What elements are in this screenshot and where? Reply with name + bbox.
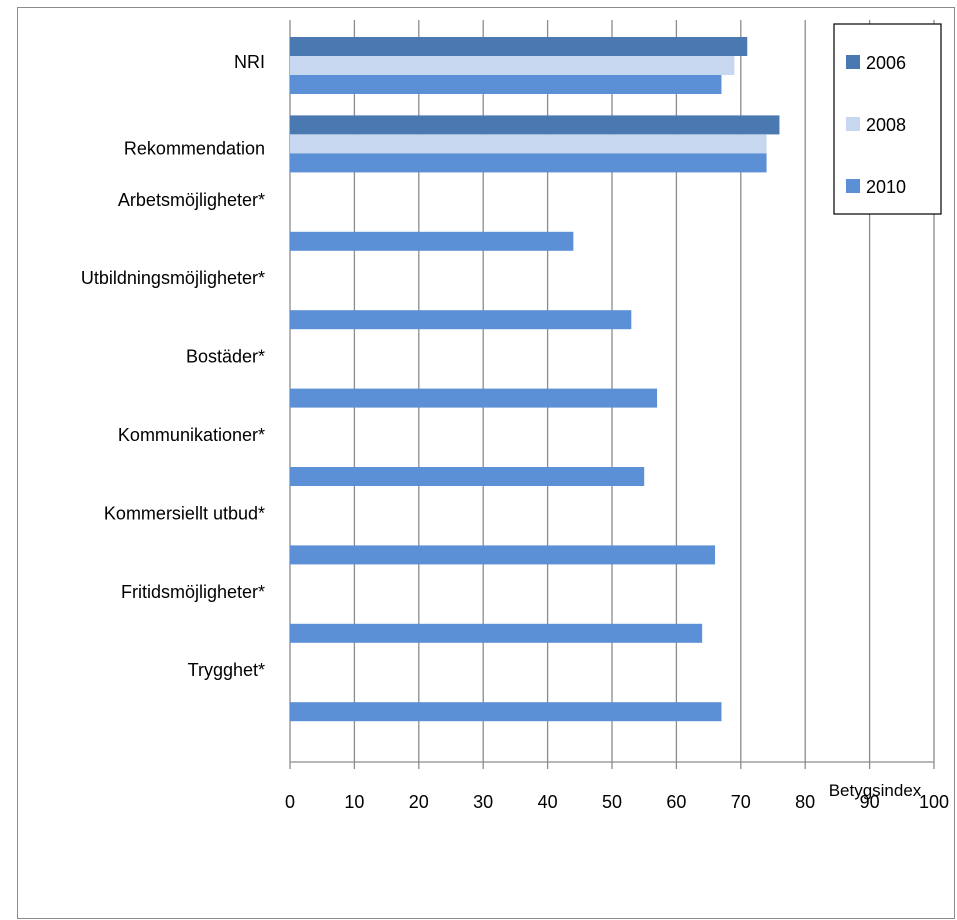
bar-2010 <box>290 231 574 251</box>
category-label: Kommersiellt utbud* <box>104 503 265 523</box>
category-label: NRI <box>234 52 265 72</box>
bar-2006 <box>290 115 780 135</box>
bar-2010 <box>290 75 722 94</box>
bars <box>290 37 780 722</box>
x-tick-label: 40 <box>538 792 558 812</box>
category-labels: NRI Rekommendation Arbetsmöjligheter* Utbil… <box>81 52 265 680</box>
x-tick-label: 20 <box>409 792 429 812</box>
x-tick-label: 50 <box>602 792 622 812</box>
legend: 2006 2008 2010 <box>833 23 942 215</box>
legend-label: 2010 <box>866 177 906 197</box>
bar-2010 <box>290 310 632 330</box>
x-tick-label: 70 <box>731 792 751 812</box>
x-tick-label: 0 <box>285 792 295 812</box>
bar-2010 <box>290 153 767 173</box>
x-axis-title: Betygsindex <box>829 781 922 800</box>
bar-2010 <box>290 467 645 486</box>
x-tick-label: 10 <box>344 792 364 812</box>
x-tick-label: 100 <box>919 792 949 812</box>
bar-2010 <box>290 702 722 722</box>
x-tick-label: 90 <box>860 792 880 812</box>
bar-2006 <box>290 37 748 56</box>
category-label: Bostäder* <box>186 347 265 367</box>
x-axis: 0 10 20 30 40 50 60 70 80 90 100 <box>285 761 949 812</box>
category-label: Kommunikationer* <box>118 425 265 445</box>
legend-swatch-2006 <box>846 55 860 69</box>
bar-2008 <box>290 134 767 154</box>
legend-swatch-2008 <box>846 117 860 131</box>
category-label: Arbetsmöjligheter* <box>118 190 265 210</box>
category-label: Fritidsmöjligheter* <box>121 582 265 602</box>
bar-2010 <box>290 388 658 408</box>
legend-label: 2008 <box>866 115 906 135</box>
bar-2010 <box>290 623 703 643</box>
category-label: Utbildningsmöjligheter* <box>81 268 265 288</box>
bar-2010 <box>290 545 716 565</box>
x-tick-label: 30 <box>473 792 493 812</box>
legend-swatch-2010 <box>846 179 860 193</box>
legend-label: 2006 <box>866 53 906 73</box>
bar-2008 <box>290 56 735 75</box>
category-label: Trygghet* <box>188 660 265 680</box>
x-tick-label: 60 <box>666 792 686 812</box>
x-tick-label: 80 <box>795 792 815 812</box>
category-label: Rekommendation <box>124 138 265 158</box>
